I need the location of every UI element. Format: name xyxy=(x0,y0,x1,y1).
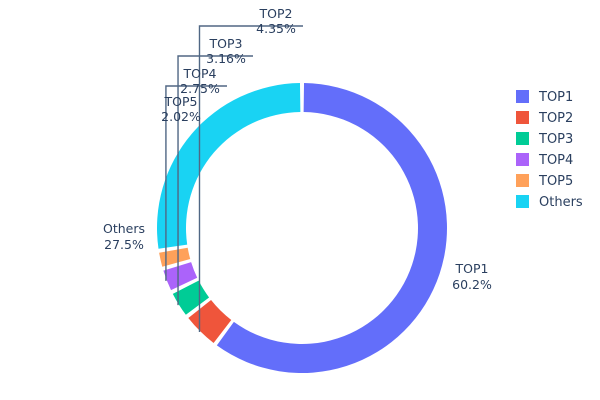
slice-label-top5-name: TOP5 xyxy=(164,94,198,109)
pie-slice-others[interactable] xyxy=(157,83,301,249)
legend-label: TOP4 xyxy=(538,153,573,168)
legend-item-top1[interactable]: TOP1 xyxy=(516,90,573,105)
pie-slice-top5[interactable] xyxy=(159,247,191,267)
pie-slice-top1[interactable] xyxy=(216,83,448,374)
leader-line-top3 xyxy=(177,55,253,306)
slice-label-top1-percent: 60.2% xyxy=(452,277,492,292)
leader-lines-group xyxy=(165,25,303,332)
slice-label-others-percent: 27.5% xyxy=(104,237,144,252)
leader-line-top2 xyxy=(198,25,303,332)
legend-label: Others xyxy=(539,195,583,210)
chart-legend: TOP1 TOP2 TOP3 TOP4 TOP5 Others xyxy=(516,90,583,210)
legend-item-top5[interactable]: TOP5 xyxy=(516,174,573,189)
legend-swatch-icon xyxy=(516,132,529,145)
legend-swatch-icon xyxy=(516,195,529,208)
slice-label-top2-percent: 4.35% xyxy=(256,21,296,36)
slice-label-top3-percent: 3.16% xyxy=(206,51,246,66)
legend-label: TOP1 xyxy=(538,90,573,105)
legend-item-top3[interactable]: TOP3 xyxy=(516,132,573,147)
legend-label: TOP3 xyxy=(538,132,573,147)
slice-label-others-name: Others xyxy=(103,221,145,236)
pie-slice-top4[interactable] xyxy=(163,262,198,291)
legend-swatch-icon xyxy=(516,153,529,166)
legend-item-top2[interactable]: TOP2 xyxy=(516,111,573,126)
slice-label-top4-name: TOP4 xyxy=(183,66,217,81)
leader-line-top4 xyxy=(165,85,227,281)
slice-label-top3-name: TOP3 xyxy=(209,36,243,51)
pie-slices-group xyxy=(157,83,448,374)
legend-item-top4[interactable]: TOP4 xyxy=(516,153,573,168)
slice-label-top5-percent: 2.02% xyxy=(161,109,201,124)
legend-swatch-icon xyxy=(516,111,529,124)
legend-item-others[interactable]: Others xyxy=(516,195,583,210)
legend-swatch-icon xyxy=(516,174,529,187)
legend-label: TOP2 xyxy=(538,111,573,126)
slice-label-top2-name: TOP2 xyxy=(259,6,293,21)
slice-label-top4-percent: 2.75% xyxy=(180,81,220,96)
legend-swatch-icon xyxy=(516,90,529,103)
legend-label: TOP5 xyxy=(538,174,573,189)
slice-label-top1-name: TOP1 xyxy=(455,261,489,276)
